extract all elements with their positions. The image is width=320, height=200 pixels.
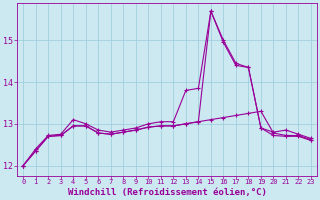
X-axis label: Windchill (Refroidissement éolien,°C): Windchill (Refroidissement éolien,°C) — [68, 188, 267, 197]
